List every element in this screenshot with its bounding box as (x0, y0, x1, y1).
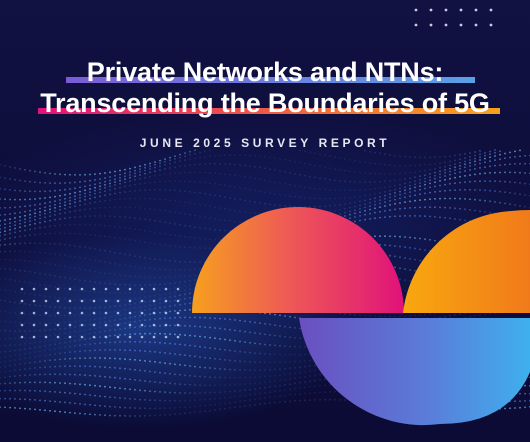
quarter-shape-right (403, 210, 530, 313)
report-title-line-1: Private Networks and NTNs: (86, 57, 444, 87)
title-highlight-bar-2 (38, 108, 500, 114)
report-title-line-2: Transcending the Boundaries of 5G (40, 88, 490, 118)
bowl-shape-bottom (299, 318, 530, 426)
report-subtitle: JUNE 2025 SURVEY REPORT (139, 136, 391, 150)
dot-grid-decoration (414, 8, 493, 27)
title-highlight-bar-1 (66, 77, 475, 83)
semicircle-shape-left (192, 207, 404, 313)
